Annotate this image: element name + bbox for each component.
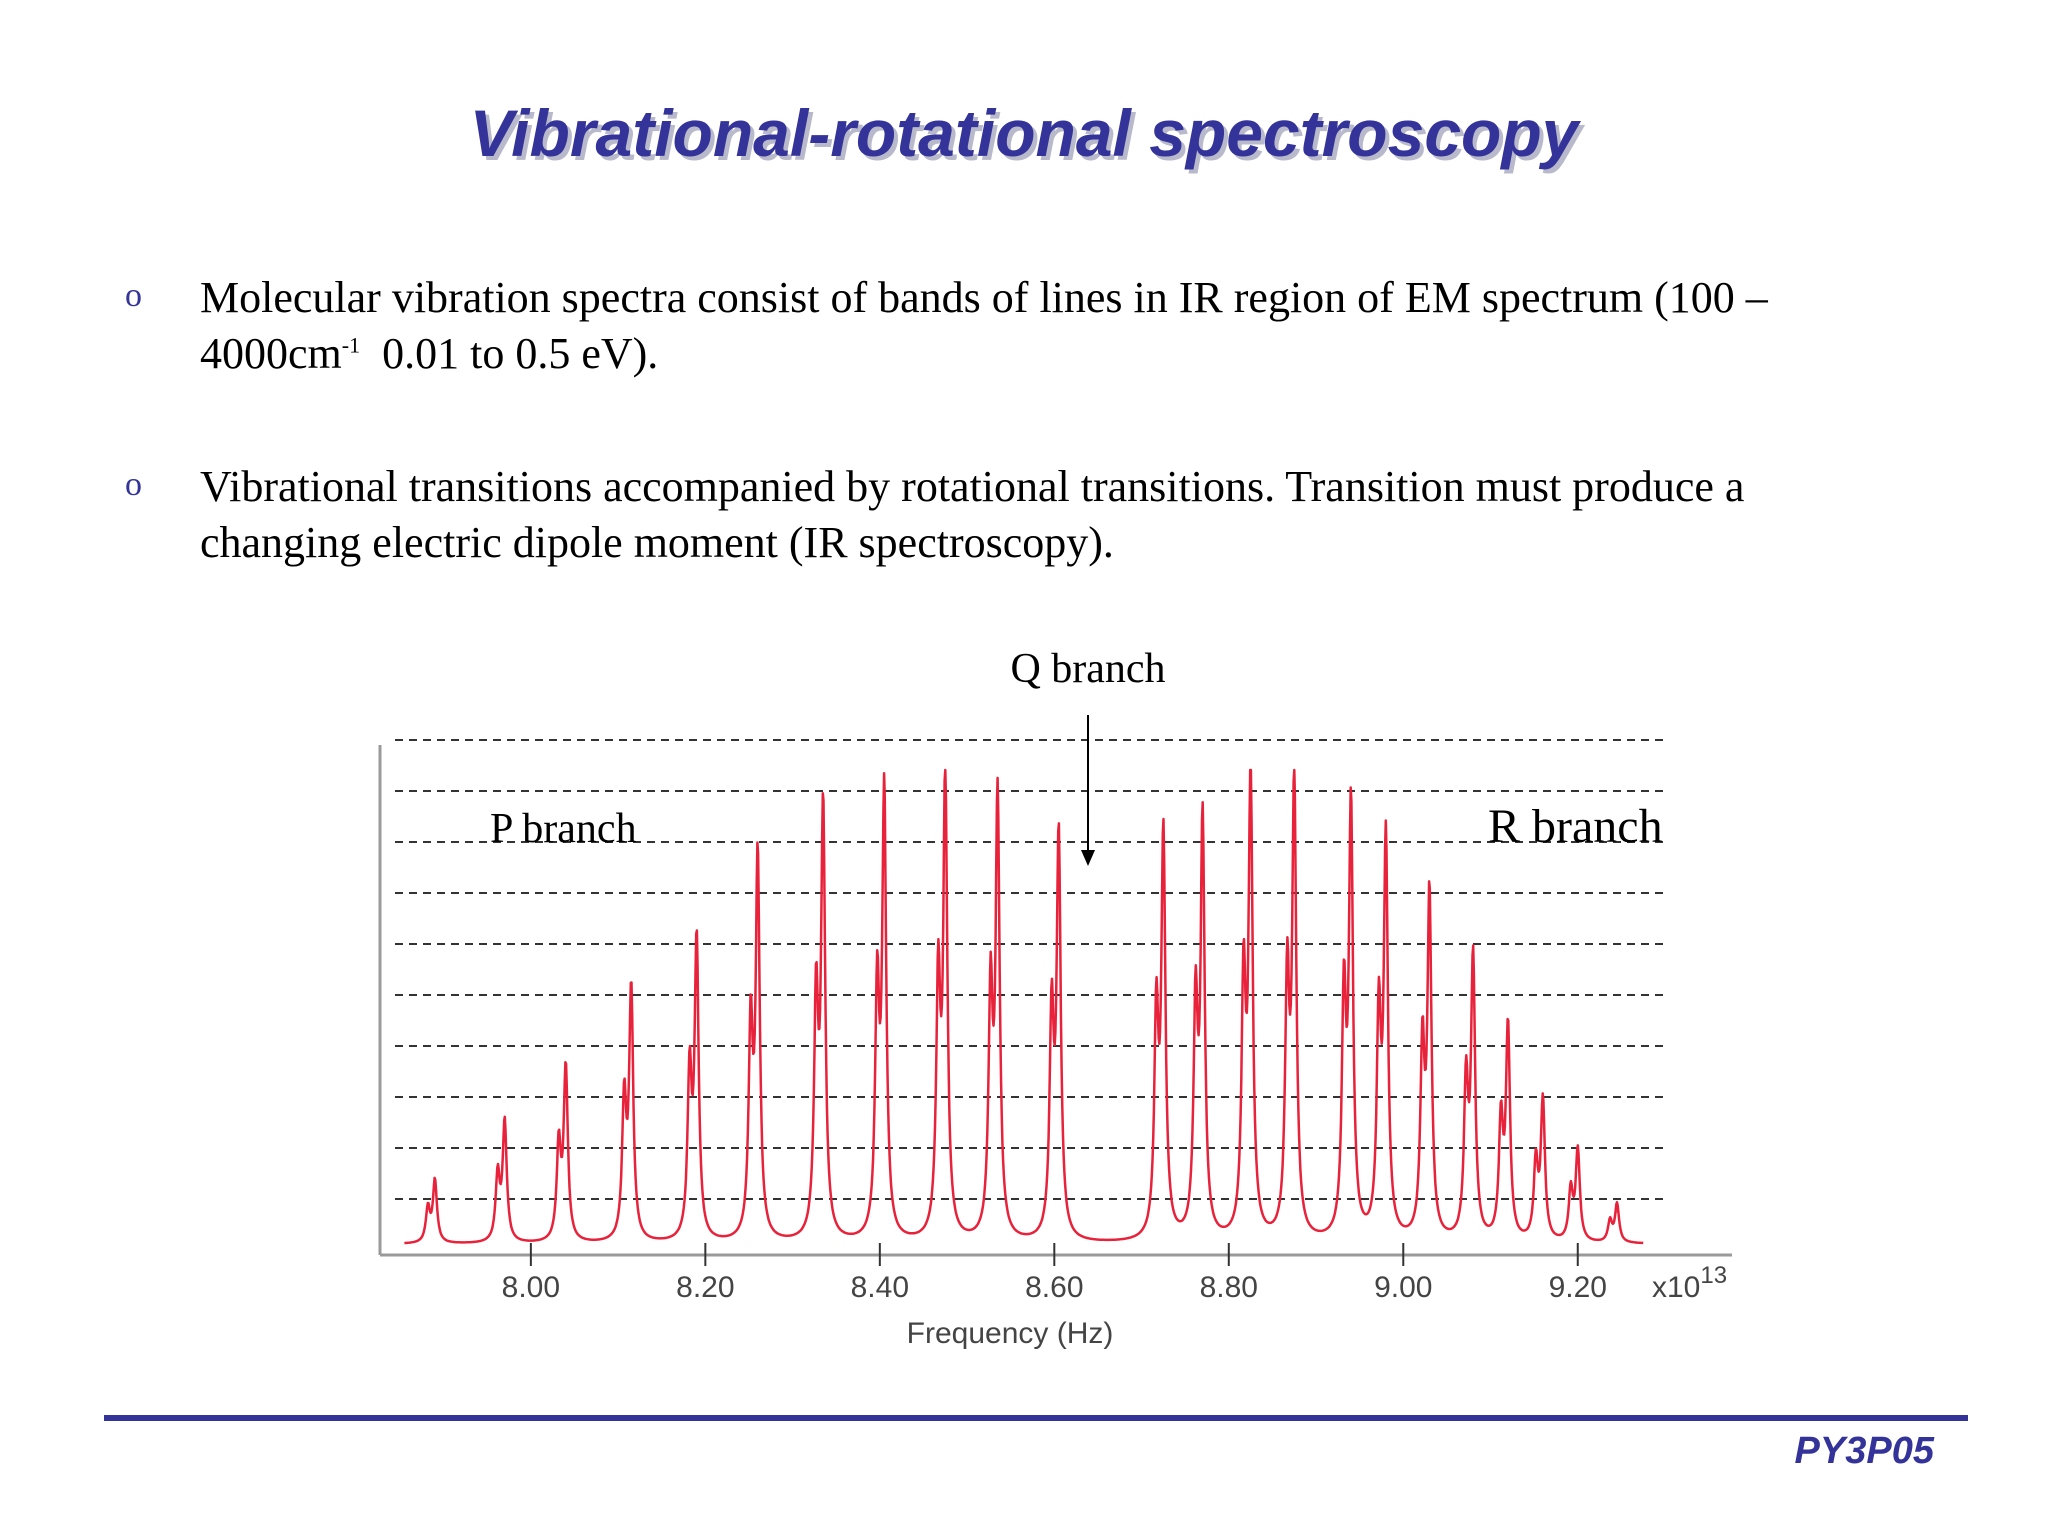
x-tick-label: 9.00: [1374, 1271, 1432, 1304]
x-axis-label: Frequency (Hz): [907, 1317, 1114, 1350]
bullet-item: o Vibrational transitions accompanied by…: [120, 459, 1920, 571]
x-tick-label: 8.20: [676, 1271, 734, 1304]
x-axis-ticks: 8.00 8.20 8.40 8.60 8.80 9.00 9.20: [502, 1243, 1607, 1304]
bullet-item: o Molecular vibration spectra consist of…: [120, 270, 1920, 382]
bullet-marker-icon: o: [125, 466, 142, 503]
bullet-line: changing electric dipole moment (IR spec…: [200, 518, 1114, 567]
bullet-line: Vibrational transitions accompanied by r…: [200, 462, 1745, 511]
footer-divider: [104, 1415, 1968, 1421]
x-tick-label: 8.00: [502, 1271, 560, 1304]
slide-title: Vibrational-rotational spectroscopy: [469, 96, 1579, 170]
bullet-list: o Molecular vibration spectra consist of…: [120, 270, 1920, 571]
spectrum-peaks: [433, 794, 1619, 1213]
p-branch-label: P branch: [490, 806, 637, 852]
bullet-superscript: -1: [341, 332, 361, 358]
x-tick-label: 8.40: [851, 1271, 909, 1304]
r-branch-label: R branch: [1488, 800, 1663, 853]
bullet-line: 4000cm-1 0.01 to 0.5 eV).: [200, 326, 1920, 382]
bullet-text: 0.01 to 0.5 eV).: [360, 329, 659, 378]
q-branch-label: Q branch: [1010, 646, 1165, 692]
bullet-text: 4000cm: [200, 329, 342, 378]
x-axis-multiplier: x1013: [1652, 1262, 1727, 1304]
bullet-line: Molecular vibration spectra consist of b…: [200, 273, 1768, 322]
spectrum-line: [403, 768, 1644, 1245]
q-branch-arrowhead-icon: [1081, 850, 1095, 866]
x-tick-label: 9.20: [1549, 1271, 1607, 1304]
x-tick-label: 8.60: [1025, 1271, 1083, 1304]
course-code: PY3P05: [1794, 1430, 1934, 1472]
bullet-marker-icon: o: [125, 277, 142, 314]
x-tick-label: 8.80: [1200, 1271, 1258, 1304]
chart-gridlines: [395, 739, 1665, 1200]
